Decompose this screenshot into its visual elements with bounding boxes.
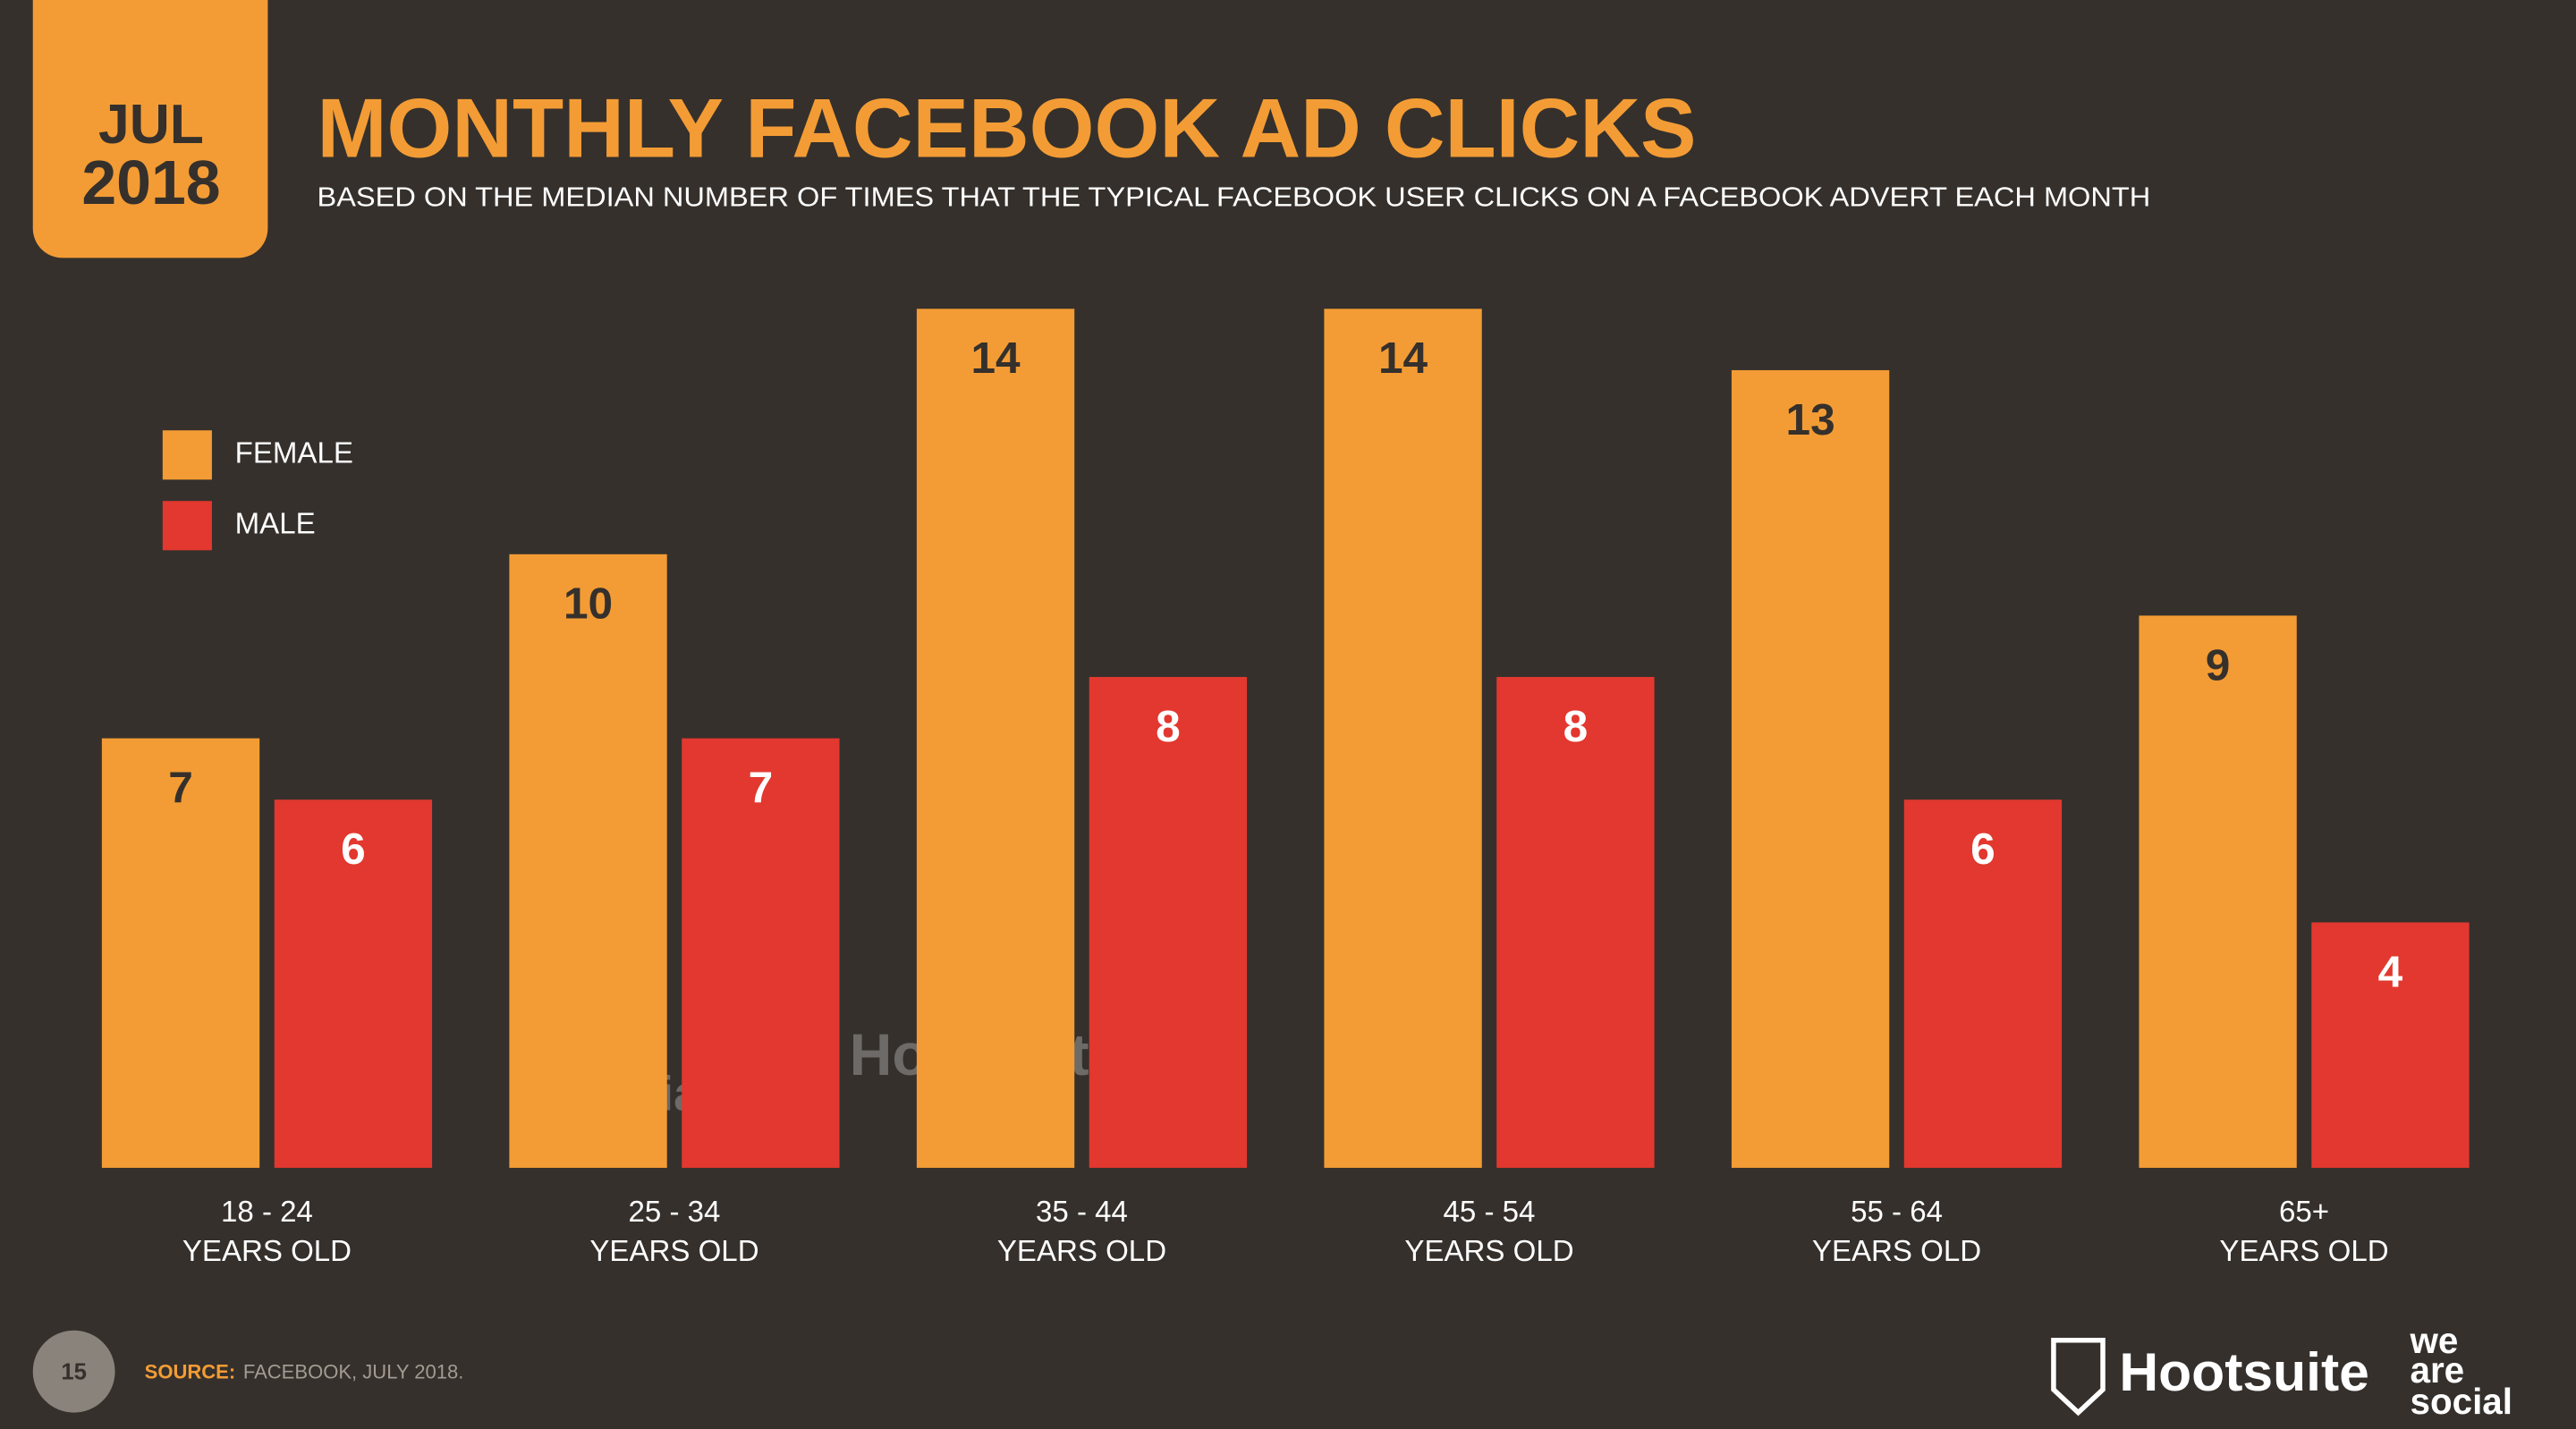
x-tick-label: YEARS OLD [589,1235,758,1268]
value-label: 4 [2378,946,2403,996]
bar [682,738,840,1168]
value-label: 14 [1378,333,1428,383]
badge-month: JUL [98,93,204,156]
value-label: 13 [1786,394,1835,444]
x-tick-label: 25 - 34 [629,1196,721,1229]
bar [916,309,1075,1168]
x-tick-label: YEARS OLD [2219,1235,2388,1268]
x-tick-label: 35 - 44 [1036,1196,1128,1229]
value-label: 6 [1970,824,1996,874]
logo-hootsuite: Hootsuite [2119,1341,2368,1402]
bar [2311,922,2470,1168]
x-tick-label: 18 - 24 [221,1196,313,1229]
logo-we-are-social: we [2409,1320,2458,1361]
value-label: 7 [749,763,774,813]
bar [1731,369,1890,1168]
value-label: 9 [2206,639,2231,689]
legend-swatch [162,501,212,551]
legend-label: FEMALE [235,437,353,470]
x-tick-label: 45 - 54 [1444,1196,1536,1229]
logo-we-are-social: social [2410,1381,2512,1422]
chart-title: MONTHLY FACEBOOK AD CLICKS [317,80,1696,174]
bar [509,554,667,1168]
bar [101,738,260,1168]
x-tick-label: YEARS OLD [1404,1235,1573,1268]
value-label: 6 [341,824,366,874]
x-tick-label: YEARS OLD [182,1235,352,1268]
chart-subtitle: BASED ON THE MEDIAN NUMBER OF TIMES THAT… [317,182,2150,212]
legend-label: MALE [235,508,316,541]
x-tick-label: 65+ [2279,1196,2329,1229]
source-text: FACEBOOK, JULY 2018. [243,1360,464,1382]
bar [274,799,433,1168]
page-number: 15 [61,1359,87,1384]
bar [1496,677,1655,1168]
value-label: 7 [168,763,193,813]
logo-icon [2051,1338,2106,1416]
value-label: 10 [564,579,613,629]
legend-swatch [162,430,212,480]
bar [2139,615,2297,1168]
badge-year: 2018 [81,148,220,217]
logo-we-are-social: are [2410,1349,2464,1391]
value-label: 8 [1156,701,1181,751]
bar [1089,677,1248,1168]
value-label: 14 [970,333,1021,383]
x-tick-label: YEARS OLD [997,1235,1166,1268]
value-label: 8 [1563,701,1589,751]
source-label: SOURCE: [145,1360,236,1382]
x-tick-label: 55 - 64 [1851,1196,1943,1229]
x-tick-label: YEARS OLD [1812,1235,1981,1268]
page-badge [32,1330,115,1413]
bar [1903,799,2063,1168]
date-badge [32,0,268,258]
bar [1324,309,1482,1168]
